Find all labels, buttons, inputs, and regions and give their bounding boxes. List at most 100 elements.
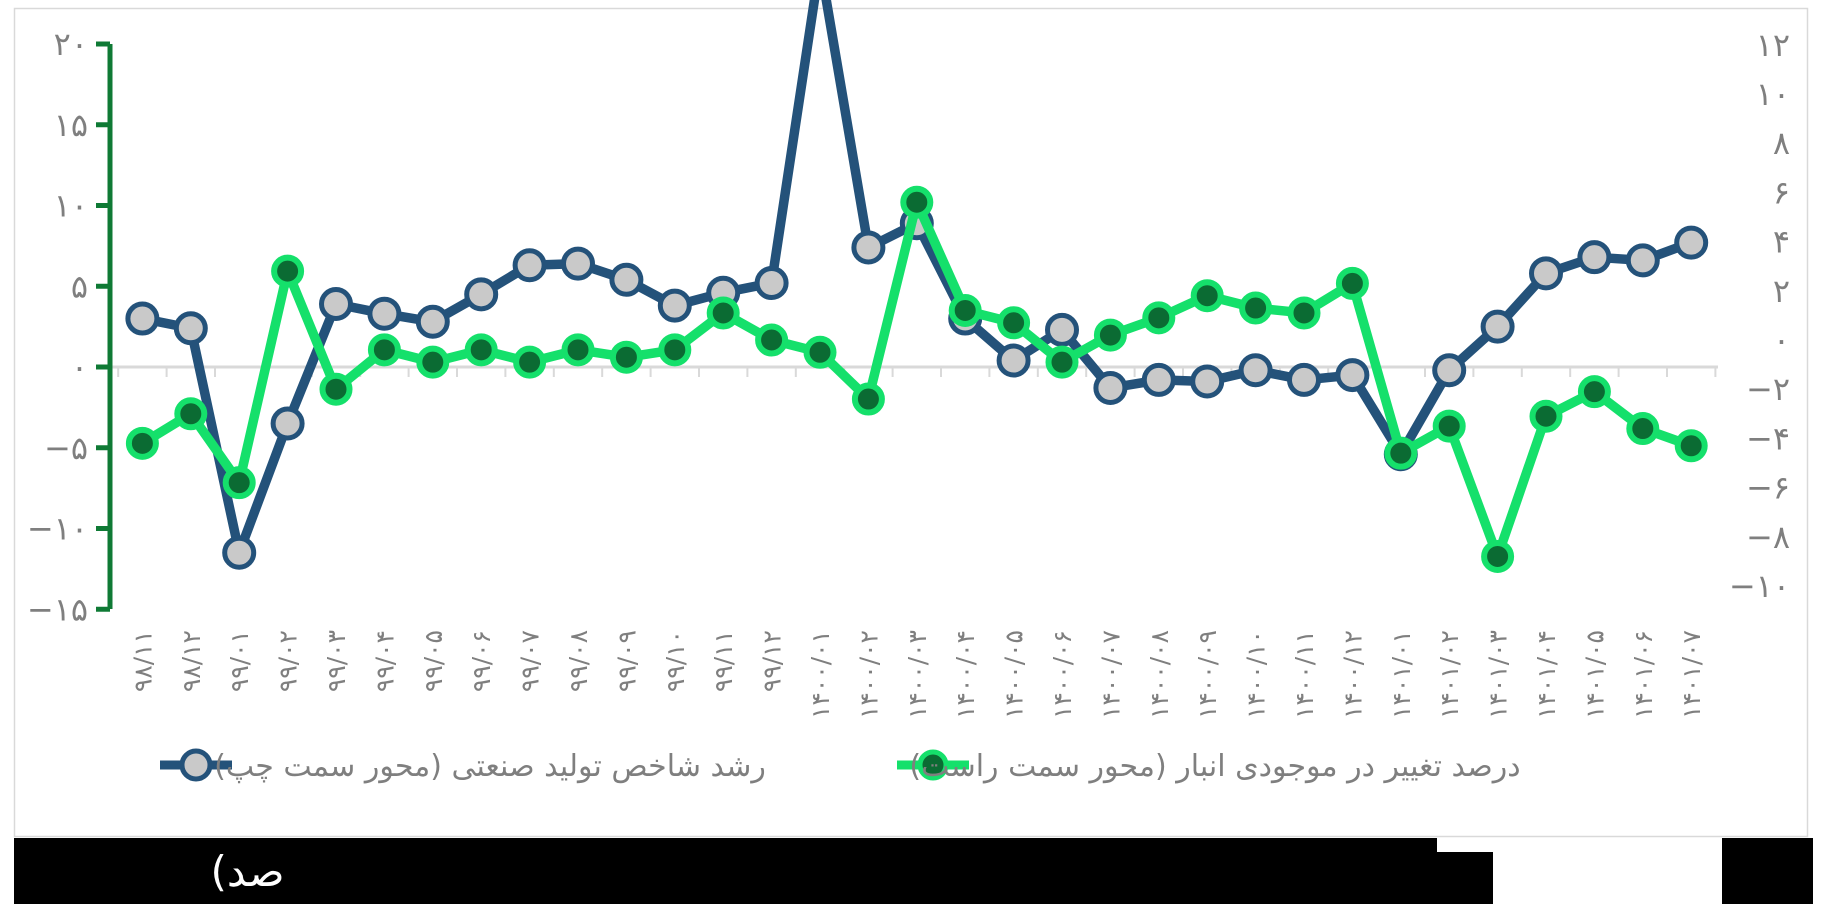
x-axis-tick-label: ۱۴۰۰/۰۱	[806, 630, 835, 719]
x-axis-tick-label: ۹۹/۰۱	[225, 630, 254, 692]
right-axis-tick-label: ۱۰	[1756, 75, 1790, 113]
legend-marker-circle	[917, 749, 949, 781]
data-point-marker	[1529, 256, 1563, 291]
plot-series	[125, 0, 1709, 573]
x-axis-tick-label: ۹۹/۱۲	[758, 630, 787, 692]
data-point-marker	[609, 340, 643, 374]
data-point-marker	[851, 382, 885, 416]
data-point-marker	[125, 301, 160, 336]
left-axis-tick-label: −۱۰	[27, 510, 88, 548]
data-point-marker	[1142, 301, 1176, 335]
data-point-marker	[513, 345, 547, 379]
data-point-marker	[1674, 429, 1708, 463]
data-point-marker	[755, 323, 789, 357]
data-point-marker	[464, 333, 498, 367]
data-point-marker	[658, 333, 692, 367]
legend-item-inventory-change: درصد تغییر در موجودی انبار (محور سمت راس…	[897, 749, 1521, 784]
data-point-marker	[174, 397, 208, 431]
x-axis-tick-label: ۹۹/۱۰	[661, 630, 690, 692]
x-axis-tick-label: ۱۴۰۱/۰۳	[1484, 630, 1513, 719]
series-line	[137, 0, 1696, 558]
data-point-marker	[271, 254, 305, 288]
x-axis-tick-label: ۱۴۰۱/۰۵	[1580, 630, 1609, 719]
data-point-marker	[1045, 345, 1079, 379]
data-point-marker	[1335, 358, 1370, 393]
data-point-marker	[1625, 243, 1660, 278]
data-point-marker	[1045, 312, 1079, 347]
x-axis-tick-label: ۱۴۰۰/۰۲	[854, 630, 883, 719]
x-axis-tick-label: ۱۴۰۰/۰۳	[903, 630, 932, 719]
data-point-marker	[1190, 364, 1225, 399]
x-axis-tick-labels: ۹۸/۱۱ ۹۸/۱۲ ۹۹/۰۱ ۹۹/۰۲ ۹۹/۰۳ ۹۹/۰۴ ۹۹/۰۵ ۹۹/۰۶…	[128, 630, 1706, 719]
data-point-marker	[1577, 375, 1611, 409]
data-point-marker	[1093, 318, 1127, 352]
x-axis-tick-label: ۹۹/۰۵	[419, 630, 448, 692]
right-axis-tick-label: ۸	[1773, 124, 1790, 162]
data-point-marker	[754, 266, 789, 301]
right-axis-tick-label: ۴	[1773, 223, 1790, 261]
x-axis-tick-label: ۱۴۰۰/۰۷	[1096, 630, 1125, 719]
data-point-marker	[561, 333, 595, 367]
x-axis-tick-label: ۱۴۰۱/۰۶	[1629, 630, 1658, 719]
series-inventory-change	[125, 185, 1708, 573]
footer-visible-text: صد)	[210, 847, 285, 896]
right-axis-tick-label: ۲	[1773, 272, 1790, 310]
redaction-bar-main	[14, 838, 1437, 904]
x-axis-tick-label: ۹۹/۰۲	[274, 630, 303, 692]
data-point-marker	[657, 288, 692, 323]
redaction-bar-right	[1722, 838, 1813, 904]
data-point-marker	[1238, 353, 1273, 388]
x-axis-tick-label: ۹۹/۰۹	[612, 630, 641, 692]
data-point-marker	[851, 230, 886, 265]
data-point-marker	[706, 296, 740, 330]
x-axis-tick-label: ۹۹/۱۱	[709, 630, 738, 692]
data-point-marker	[319, 372, 353, 406]
data-point-marker	[1287, 362, 1321, 397]
x-axis-tick-label: ۱۴۰۰/۰۹	[1193, 630, 1222, 719]
right-axis-tick-label: ۶	[1773, 173, 1790, 211]
x-axis-tick-label: ۱۴۰۰/۰۸	[1145, 630, 1174, 719]
data-point-marker	[1190, 279, 1224, 313]
right-axis-tick-label: −۶	[1746, 469, 1790, 507]
x-axis-tick-label: ۹۸/۱۱	[128, 630, 157, 692]
legend-label: درصد تغییر در موجودی انبار (محور سمت راس…	[909, 749, 1520, 784]
data-point-marker	[222, 535, 257, 570]
x-axis-tick-label: ۹۹/۰۸	[564, 630, 593, 692]
x-axis-tick-label: ۱۴۰۰/۰۶	[1048, 630, 1077, 719]
x-axis-tick-label: ۹۹/۰۳	[322, 630, 351, 692]
x-axis-tick-label: ۹۹/۰۶	[467, 630, 496, 692]
data-point-marker	[1626, 412, 1660, 446]
x-axis-tick-label: ۱۴۰۰/۰۴	[951, 630, 980, 719]
x-axis-tick-label: ۹۹/۰۷	[516, 630, 545, 692]
x-axis-tick-label: ۹۹/۰۴	[370, 630, 399, 692]
left-axis-tick-label: −۱۵	[27, 590, 88, 628]
x-axis-tick-label: ۱۴۰۱/۰۲	[1435, 630, 1464, 719]
legend-label: رشد شاخص تولید صنعتی (محور سمت چپ)	[214, 749, 766, 784]
data-point-marker	[1432, 409, 1466, 443]
data-point-marker	[464, 277, 499, 312]
data-point-marker	[1384, 436, 1418, 470]
data-point-marker	[1674, 225, 1709, 260]
x-axis-tick-label: ۱۴۰۰/۱۰	[1242, 630, 1271, 719]
left-axis-tick-label: −۵	[44, 429, 88, 467]
data-point-marker	[270, 406, 305, 441]
data-point-marker	[997, 306, 1031, 340]
left-axis-tick-label: ۲۰	[54, 25, 88, 63]
redaction-bar-step	[1437, 852, 1493, 904]
right-axis-tick-label: −۴	[1746, 419, 1790, 457]
x-axis-tick-label: ۱۴۰۰/۱۲	[1338, 630, 1367, 719]
left-axis-tick-label: ۱۰	[54, 187, 88, 225]
data-point-marker	[1481, 539, 1515, 573]
chart-legend: رشد شاخص تولید صنعتی (محور سمت چپ) درصد ت…	[160, 748, 1521, 784]
right-y-axis: ۱۲ ۱۰ ۸ ۶ ۴ ۲ ۰ −۲ −۴ −۶ −۸ −۱۰	[1729, 26, 1790, 605]
right-axis-tick-label: ۰	[1773, 321, 1790, 359]
right-axis-tick-label: −۱۰	[1729, 567, 1790, 605]
right-axis-tick-label: ۱۲	[1756, 26, 1790, 64]
x-axis-tick-label: ۹۸/۱۲	[177, 630, 206, 692]
left-axis-tick-label: ۵	[71, 267, 88, 305]
x-axis-tick-label: ۱۴۰۱/۰۱	[1387, 630, 1416, 719]
x-axis-tick-label: ۱۴۰۱/۰۴	[1532, 630, 1561, 719]
data-point-marker	[561, 246, 595, 281]
left-y-axis: ۲۰ ۱۵ ۱۰ ۵ ۰ −۵ −۱۰ −۱۵	[27, 25, 113, 628]
